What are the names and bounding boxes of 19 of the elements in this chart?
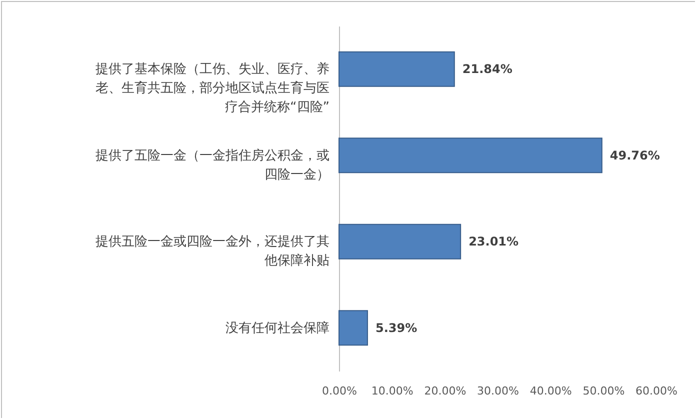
bar bbox=[338, 138, 602, 174]
y-tick-label: 提供了基本保险（工伤、失业、医疗、养老、生育共五险，部分地区试点生育与医疗合并统称“四险” bbox=[96, 61, 330, 116]
bar bbox=[338, 51, 455, 87]
y-tick-label: 提供五险一金或四险一金外，还提供了其他保障补贴 bbox=[96, 234, 330, 269]
y-tick-label: 没有任何社会保障 bbox=[226, 320, 330, 336]
data-label: 5.39% bbox=[375, 320, 418, 335]
bar bbox=[338, 224, 462, 260]
x-tick-label: 40.00% bbox=[530, 384, 572, 398]
data-label: 21.84% bbox=[462, 62, 512, 76]
x-tick-label: 30.00% bbox=[477, 384, 519, 398]
data-label: 49.76% bbox=[610, 148, 660, 162]
bar bbox=[338, 310, 368, 346]
x-tick-label: 0.00% bbox=[322, 384, 357, 398]
y-tick-label: 提供了五险一金（一金指住房公积金，或四险一金） bbox=[96, 147, 330, 182]
x-tick-label: 50.00% bbox=[582, 384, 625, 398]
data-label: 23.01% bbox=[468, 234, 519, 249]
x-tick-label: 10.00% bbox=[371, 384, 414, 398]
x-tick-label: 20.00% bbox=[424, 384, 466, 398]
x-tick-label: 60.00% bbox=[636, 384, 678, 398]
